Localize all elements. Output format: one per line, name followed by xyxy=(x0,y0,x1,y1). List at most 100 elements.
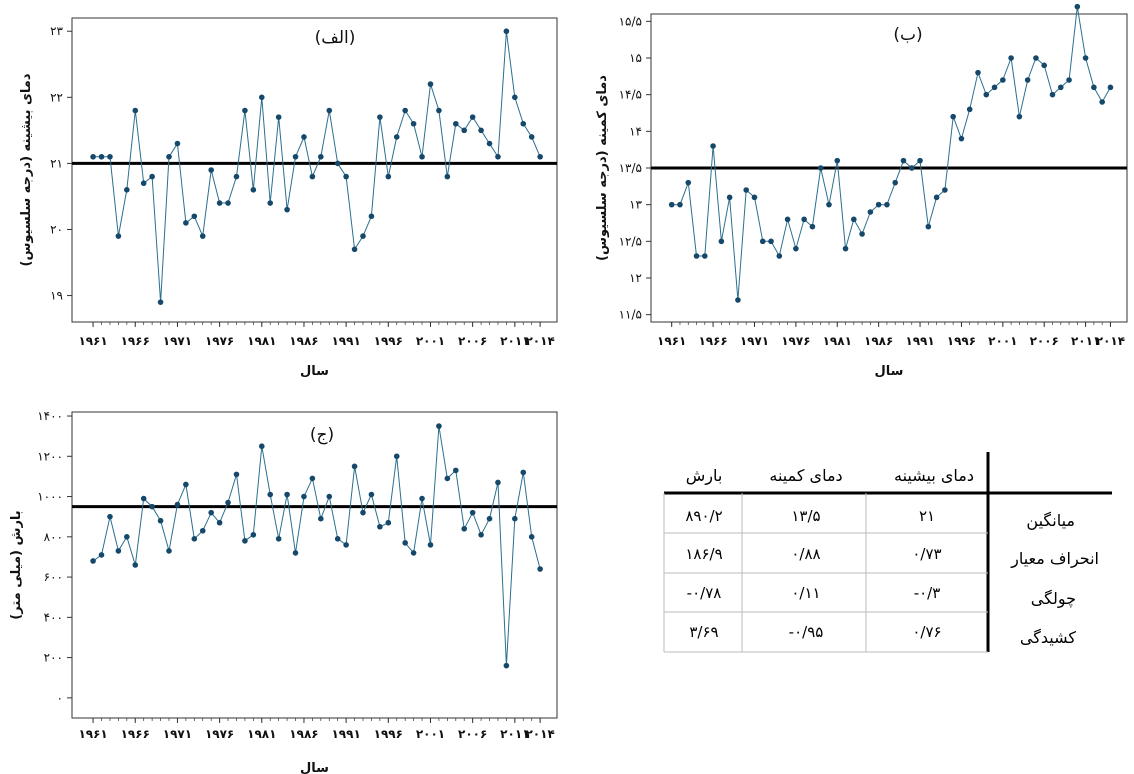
x-tick-label: ۱۹۸۶ xyxy=(864,334,893,348)
cell-kurt-max: ۰/۷۶ xyxy=(912,623,941,641)
data-point xyxy=(801,216,807,223)
data-point xyxy=(275,114,282,120)
chart-min-temp: ۱۱/۵ ۱۲ ۱۲/۵ ۱۳ ۱۳/۵ ۱۴ ۱۴/۵ ۱۵ ۱۵/۵ ۱۹۶۱ ۱۹۶۶ ۱۹۷۱… xyxy=(595,3,1128,379)
data-point xyxy=(115,233,122,239)
data-point xyxy=(368,213,375,220)
data-point xyxy=(377,523,383,530)
data-point xyxy=(107,513,113,520)
table-row-label-skew: چولگی xyxy=(1031,589,1076,609)
data-point xyxy=(275,536,282,542)
data-point xyxy=(537,566,543,572)
x-tick-label: ۱۹۹۶ xyxy=(374,334,403,348)
data-point xyxy=(225,499,231,506)
data-point xyxy=(360,509,366,516)
x-tick-label: ۲۰۰۱ xyxy=(988,334,1017,348)
y-axis-label: دمای بیشینه (درجه سلسیوس) xyxy=(19,73,34,266)
data-point xyxy=(1091,84,1097,91)
data-point xyxy=(668,201,675,208)
data-point xyxy=(537,153,543,160)
data-point xyxy=(726,194,733,201)
data-point xyxy=(309,475,316,482)
x-tick-label: ۱۹۷۶ xyxy=(781,334,810,348)
data-point xyxy=(258,94,265,101)
x-tick-label: ۲۰۰۱ xyxy=(416,727,445,741)
data-point xyxy=(495,153,501,160)
data-point xyxy=(867,209,874,215)
data-point xyxy=(191,213,198,220)
panel-label: (ج) xyxy=(310,425,334,445)
data-point xyxy=(759,238,766,245)
y-tick-label: ۱۳ xyxy=(629,198,642,212)
data-point xyxy=(140,495,147,502)
y-tick-label: ۱۴۰۰ xyxy=(37,409,63,423)
y-tick-label: ۱۲ xyxy=(629,271,642,285)
x-tick-label: ۱۹۸۱ xyxy=(247,334,276,348)
data-point xyxy=(685,179,692,186)
table-header-min-temp: دمای کمینه xyxy=(769,466,842,485)
data-point xyxy=(983,91,990,98)
y-tick-label: ۱۲۰۰ xyxy=(37,449,63,463)
data-point xyxy=(1008,55,1014,61)
data-point xyxy=(402,107,408,114)
data-point xyxy=(301,134,307,140)
data-point xyxy=(410,120,417,127)
data-point xyxy=(1033,55,1039,61)
data-point xyxy=(461,525,468,532)
data-point xyxy=(900,157,907,164)
data-point xyxy=(393,134,400,140)
data-point xyxy=(503,662,510,669)
y-tick-label: ۱۱/۵ xyxy=(619,308,642,322)
data-point xyxy=(166,548,172,554)
data-point xyxy=(1000,77,1006,83)
cell-mean-min: ۱۳/۵ xyxy=(791,507,820,525)
data-point xyxy=(385,519,392,526)
y-tick-label: ۱۴ xyxy=(629,124,642,138)
x-tick-label: ۱۹۸۶ xyxy=(289,727,318,741)
data-point xyxy=(115,548,122,554)
data-point xyxy=(267,200,274,206)
y-tick-label: ۱۵ xyxy=(629,51,642,65)
x-tick-label: ۱۹۸۱ xyxy=(247,727,276,741)
x-tick-label: ۲۰۱۴ xyxy=(525,727,554,741)
x-tick-label: ۱۹۶۶ xyxy=(121,727,150,741)
x-tick-label: ۲۰۱۴ xyxy=(1096,334,1125,348)
y-tick-label: ۲۳ xyxy=(50,24,63,38)
data-point xyxy=(1066,77,1072,83)
data-point xyxy=(225,200,231,206)
data-point xyxy=(512,515,518,522)
data-point xyxy=(975,69,981,76)
x-tick-label: ۱۹۹۱ xyxy=(905,334,934,348)
data-point xyxy=(693,253,700,259)
data-point xyxy=(834,157,841,164)
data-point xyxy=(958,135,965,142)
table-row-label-mean: میانگین xyxy=(1026,511,1075,531)
cell-kurt-precip: ۳/۶۹ xyxy=(689,623,718,641)
data-point xyxy=(710,143,716,149)
data-point xyxy=(427,542,434,548)
data-point xyxy=(486,140,493,147)
data-point xyxy=(343,542,349,548)
data-point xyxy=(859,231,865,237)
y-tick-label: ۲۱ xyxy=(50,156,63,170)
x-tick-label: ۱۹۶۶ xyxy=(121,334,150,348)
data-point xyxy=(444,475,451,482)
data-point xyxy=(950,113,956,120)
data-point xyxy=(351,463,358,470)
data-point xyxy=(452,120,459,127)
data-point xyxy=(768,238,774,245)
data-point xyxy=(267,491,274,498)
data-point xyxy=(677,201,683,208)
data-point xyxy=(503,28,510,35)
data-point xyxy=(419,495,425,502)
x-tick-label: ۲۰۱۱ xyxy=(500,334,529,348)
data-point xyxy=(851,216,857,223)
x-tick-label: ۱۹۹۶ xyxy=(947,334,976,348)
data-point xyxy=(743,187,749,193)
table-row-label-std: انحراف معیار xyxy=(1010,549,1099,569)
data-point xyxy=(191,536,198,542)
data-point xyxy=(1099,99,1105,105)
data-point xyxy=(326,493,333,500)
data-point xyxy=(817,165,824,171)
data-point xyxy=(318,153,324,160)
